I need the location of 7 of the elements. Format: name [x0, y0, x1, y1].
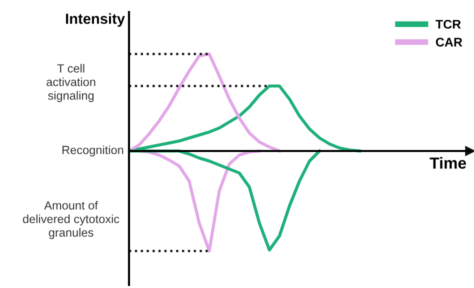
legend-label: CAR: [436, 38, 462, 47]
text: T cell activation signaling: [46, 64, 96, 102]
x-axis-title: Time: [430, 157, 466, 169]
legend-label: TCR: [436, 20, 461, 29]
text: Recognition: [62, 145, 124, 156]
y-axis-title: Intensity: [66, 13, 125, 27]
text: Amount of delivered cytotoxic granules: [22, 200, 120, 240]
